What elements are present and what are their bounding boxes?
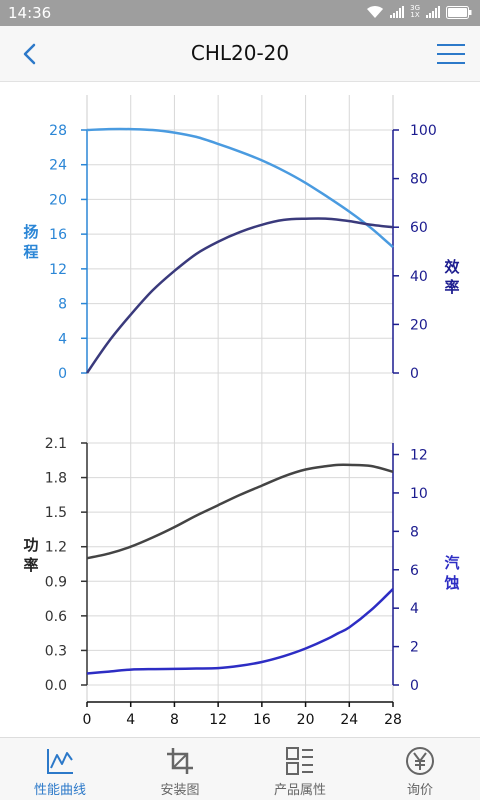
left-tick-label-1-6: 1.8 xyxy=(45,471,67,487)
nav-item-inquiry[interactable]: 询价 xyxy=(360,738,480,800)
right-tick-label-1-5: 10 xyxy=(410,486,428,502)
left-tick-label-1-3: 0.9 xyxy=(45,574,67,590)
nav-item-product-attributes[interactable]: 产品属性 xyxy=(240,738,360,800)
hamburger-menu-icon xyxy=(437,44,465,64)
x-tick-label-6: 24 xyxy=(340,712,358,728)
left-tick-label-0-2: 8 xyxy=(58,297,67,313)
app-header: CHL20-20 xyxy=(0,26,480,82)
signal-icon-1 xyxy=(390,6,405,18)
back-button[interactable] xyxy=(14,38,46,70)
right-tick-label-1-1: 2 xyxy=(410,640,419,656)
x-tick-label-3: 12 xyxy=(209,712,227,728)
nav-label-product-attributes: 产品属性 xyxy=(273,783,326,798)
left-tick-label-1-2: 0.6 xyxy=(45,609,67,625)
left-tick-label-0-6: 24 xyxy=(49,158,67,174)
left-tick-label-1-4: 1.2 xyxy=(45,540,67,556)
left-tick-label-1-1: 0.3 xyxy=(45,643,67,659)
right-tick-label-0-5: 100 xyxy=(410,123,437,139)
performance-chart: 0481216202428020406080100扬程效率0.00.30.60.… xyxy=(23,95,460,728)
yen-price-icon xyxy=(406,747,434,775)
nav-item-install-drawing[interactable]: 安装图 xyxy=(120,738,240,800)
wifi-icon xyxy=(367,5,384,18)
right-tick-label-1-4: 8 xyxy=(410,524,419,540)
right-tick-label-1-2: 4 xyxy=(410,601,419,617)
right-tick-label-0-3: 60 xyxy=(410,220,428,236)
signal-icon-2 xyxy=(426,6,440,18)
right-tick-label-0-2: 40 xyxy=(410,269,428,285)
performance-curve-icon xyxy=(47,749,73,774)
left-tick-label-0-7: 28 xyxy=(49,123,67,139)
series-line-0-0 xyxy=(86,127,394,249)
left-tick-label-0-3: 12 xyxy=(49,262,67,278)
right-tick-label-0-0: 0 xyxy=(410,366,419,382)
x-tick-label-5: 20 xyxy=(297,712,315,728)
battery-icon xyxy=(446,5,472,19)
right-tick-label-0-4: 80 xyxy=(410,172,428,188)
x-tick-label-0: 0 xyxy=(83,712,92,728)
left-tick-label-1-0: 0.0 xyxy=(45,678,67,694)
menu-button[interactable] xyxy=(436,42,466,66)
right-tick-label-1-3: 6 xyxy=(410,563,419,579)
status-time: 14:36 xyxy=(8,4,52,22)
nav-item-performance[interactable]: 性能曲线 xyxy=(0,738,120,800)
series-line-0-1 xyxy=(85,217,394,374)
page-title: CHL20-20 xyxy=(190,41,290,65)
left-tick-label-0-5: 20 xyxy=(49,192,67,208)
right-axis-label-0-1: 率 xyxy=(444,278,459,296)
bottom-nav: 性能曲线 安装图 产品属性 xyxy=(0,737,480,800)
left-axis-label-0-0: 扬 xyxy=(23,223,38,241)
install-drawing-icon xyxy=(167,748,193,774)
left-tick-label-1-5: 1.5 xyxy=(45,505,67,521)
series-line-1-1 xyxy=(86,588,394,675)
network-type: 3G 1X xyxy=(410,4,420,19)
status-bar: 14:36 3G 1X xyxy=(0,0,480,26)
x-tick-label-1: 4 xyxy=(126,712,135,728)
right-axis-label-1-0: 汽 xyxy=(444,554,459,572)
left-tick-label-0-4: 16 xyxy=(49,227,67,243)
series-line-1-0 xyxy=(86,463,394,560)
status-icons: 3G 1X xyxy=(366,5,472,19)
nav-label-install-drawing: 安装图 xyxy=(160,783,200,798)
right-axis-label-0-0: 效 xyxy=(444,258,460,276)
right-tick-label-1-0: 0 xyxy=(410,678,419,694)
back-arrow-icon xyxy=(23,43,36,65)
right-tick-label-1-6: 12 xyxy=(410,448,428,464)
left-tick-label-1-7: 2.1 xyxy=(45,436,67,452)
product-attributes-icon xyxy=(286,747,313,775)
x-tick-label-2: 8 xyxy=(170,712,179,728)
nav-label-performance: 性能曲线 xyxy=(33,783,86,798)
left-axis-label-0-1: 程 xyxy=(23,243,38,261)
x-tick-label-4: 16 xyxy=(253,712,271,728)
right-tick-label-0-1: 20 xyxy=(410,317,428,333)
right-axis-label-1-1: 蚀 xyxy=(443,574,459,592)
x-tick-label-7: 28 xyxy=(384,712,402,728)
left-tick-label-0-0: 0 xyxy=(58,366,67,382)
left-axis-label-1-0: 功 xyxy=(23,536,38,554)
left-axis-label-1-1: 率 xyxy=(23,556,38,574)
left-tick-label-0-1: 4 xyxy=(58,331,67,347)
nav-label-inquiry: 询价 xyxy=(406,783,433,798)
